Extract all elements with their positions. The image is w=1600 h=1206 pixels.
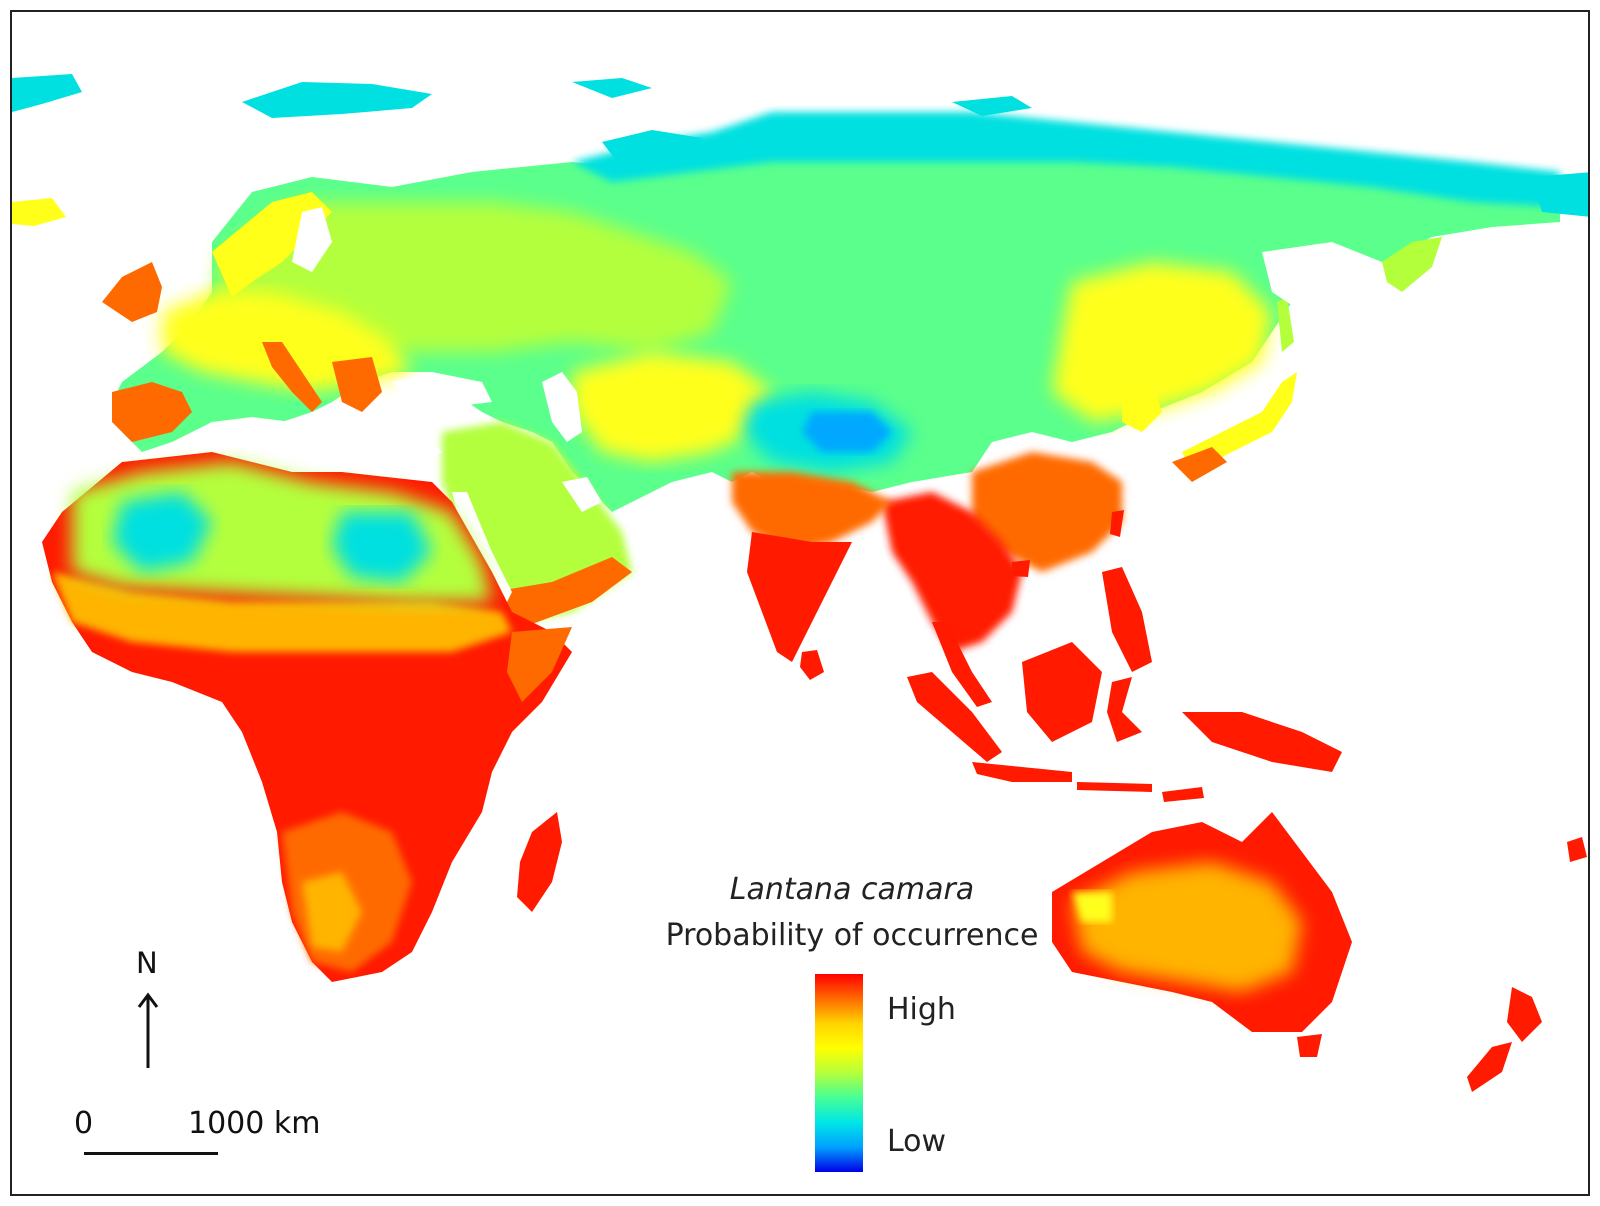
india-south <box>747 532 852 662</box>
iceland <box>12 198 66 226</box>
north-label: N <box>136 946 158 980</box>
japan-islands <box>1182 372 1297 472</box>
tibet-lowest <box>802 412 892 452</box>
korea-peninsula <box>1122 382 1162 432</box>
sahara-east-low <box>332 512 432 582</box>
legend-title: Lantana camara <box>729 872 975 907</box>
inland-seas <box>172 207 1382 612</box>
timor <box>1162 787 1204 802</box>
scale-zero-label: 0 <box>74 1106 94 1141</box>
malay-peninsula <box>932 622 992 707</box>
legend-color-ramp <box>815 974 863 1172</box>
alaska-tip <box>1532 172 1588 217</box>
north-arrow-icon <box>137 992 159 1068</box>
map-frame: Lantana camara Probability of occurrence… <box>10 10 1590 1196</box>
sumatra <box>907 672 1002 762</box>
new-siberian-islands <box>952 96 1032 116</box>
sakhalin <box>1277 297 1294 352</box>
java <box>972 762 1072 782</box>
alaska-region <box>1532 172 1588 862</box>
horn-of-africa <box>507 627 572 702</box>
eurasia-region <box>12 74 1560 707</box>
balkans <box>332 357 382 412</box>
east-siberia-gap <box>1262 242 1382 312</box>
philippines <box>1102 567 1152 672</box>
scale-bar <box>84 1152 218 1155</box>
sulawesi <box>1107 677 1142 742</box>
caspian-sea <box>542 372 582 442</box>
pacific-islet <box>1567 837 1587 862</box>
africa-region <box>42 452 572 982</box>
novaya-zemlya <box>242 82 432 118</box>
baltic-sea <box>292 207 332 272</box>
australia-northwest <box>1072 892 1112 922</box>
scale-distance-label: 1000 km <box>188 1106 321 1141</box>
south-china <box>972 452 1122 572</box>
mediterranean-sea <box>172 417 442 472</box>
legend-subtitle: Probability of occurrence <box>665 918 1039 953</box>
madagascar <box>517 812 562 912</box>
sahel-band <box>52 572 512 652</box>
indochina <box>882 492 1022 652</box>
east-asia-belt <box>1052 262 1272 422</box>
legend-low-label: Low <box>887 1124 947 1159</box>
oceania-region <box>1052 812 1542 1092</box>
kalahari <box>302 872 362 952</box>
new-zealand-south <box>1467 1042 1512 1092</box>
borneo <box>1022 642 1102 742</box>
japan-south <box>1172 447 1227 482</box>
arabia-south-coast <box>492 557 632 624</box>
persian-gulf <box>562 477 602 512</box>
siberia-north-coast <box>572 112 1560 207</box>
india-north <box>732 472 892 552</box>
new-guinea <box>1182 712 1342 772</box>
maritime-southeast-asia <box>907 510 1342 802</box>
australia-interior <box>1072 862 1302 992</box>
britain <box>102 262 162 322</box>
severnaya-zemlya <box>572 78 652 98</box>
kara-coast <box>602 130 702 168</box>
svalbard-islands <box>12 74 82 112</box>
hainan <box>1012 560 1030 577</box>
lesser-sunda <box>1077 782 1152 792</box>
probability-map <box>12 74 1588 1092</box>
kamchatka <box>1382 237 1442 292</box>
sahara-west-low <box>112 492 212 572</box>
sri-lanka <box>800 650 824 680</box>
taiwan <box>1110 510 1124 537</box>
iberia <box>112 382 192 442</box>
black-sea <box>392 372 492 407</box>
italy <box>262 342 322 412</box>
legend-high-label: High <box>887 992 956 1027</box>
central-asia-belt <box>572 352 772 462</box>
new-zealand-north <box>1507 987 1542 1042</box>
tasmania <box>1297 1034 1322 1057</box>
